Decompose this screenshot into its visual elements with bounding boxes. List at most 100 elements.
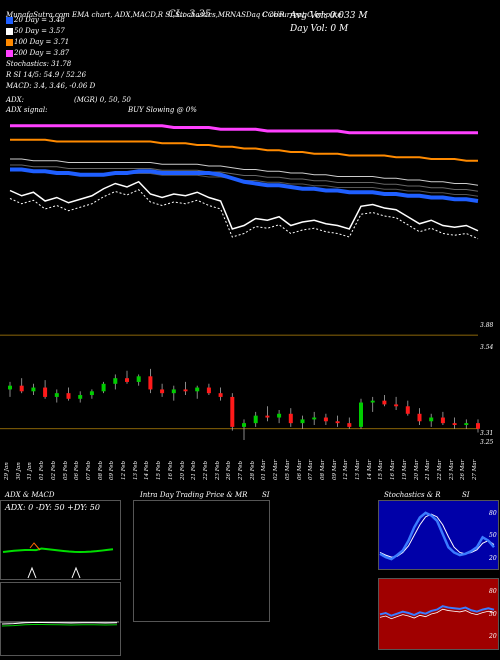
- close-price: CL: 3.35: [168, 9, 212, 20]
- stoch-k-line: [379, 511, 495, 561]
- candle-body: [440, 417, 445, 424]
- candle-body: [277, 413, 282, 418]
- candle-body: [54, 393, 59, 397]
- adx-panel: [0, 500, 121, 580]
- candle-body: [429, 417, 434, 422]
- candle-body: [43, 387, 48, 397]
- candle-body: [125, 378, 129, 382]
- candle-body: [101, 383, 106, 392]
- candle-body: [230, 396, 235, 427]
- legend-ema50: 50 Day = 3.57: [14, 27, 65, 35]
- macd-value: MACD: 3.4, 3.46, -0.06 D: [6, 82, 96, 90]
- macd-line: [1, 621, 118, 625]
- candle-body: [113, 378, 118, 384]
- ema50-line: [10, 158, 479, 186]
- candle-body: [312, 417, 317, 420]
- candle-body: [136, 376, 141, 382]
- rsi-tick-50: 50: [489, 611, 497, 618]
- stoch-title: Stochastics & R: [384, 491, 441, 499]
- price-label-mid: 3.54: [480, 344, 494, 351]
- candle-body: [242, 423, 246, 427]
- candle-body: [265, 415, 270, 418]
- candle-body: [148, 376, 153, 390]
- close-price-dotted-line: [9, 189, 479, 240]
- header-line: MunafaSutra.com EMA chart, ADX,MACD,R SI…: [6, 11, 231, 19]
- price-label-bottom: 3.31: [480, 430, 494, 437]
- candle-body: [19, 385, 24, 392]
- candle-body: [405, 406, 410, 414]
- legend-ema20: 20 Day = 3.48: [14, 16, 65, 24]
- adx-minus-line: [29, 542, 41, 551]
- candle-body: [218, 393, 223, 397]
- ema20-line: [10, 167, 479, 203]
- candle-body: [476, 423, 480, 429]
- candle-body: [183, 389, 188, 392]
- adx-spike: [71, 566, 81, 579]
- legend-swatch-200: [6, 50, 13, 57]
- ema-band-line: [10, 164, 479, 192]
- candle-body: [335, 421, 340, 424]
- candle-body: [417, 413, 422, 422]
- candle-body: [394, 404, 399, 407]
- candle-body: [31, 387, 36, 392]
- adx-signal-label: ADX signal:: [6, 106, 48, 114]
- ema100-line: [10, 138, 478, 162]
- candle-body: [300, 419, 305, 424]
- rsi-tick-80: 80: [489, 588, 497, 595]
- legend-swatch-20: [6, 17, 13, 24]
- price-chart: [0, 124, 480, 440]
- candle-body: [253, 415, 258, 424]
- adx-spike: [27, 566, 37, 579]
- candle-body: [347, 423, 352, 427]
- legend-ema200: 200 Day = 3.87: [14, 49, 70, 57]
- legend-swatch-100: [6, 39, 13, 46]
- candle-body: [78, 395, 83, 399]
- candle-body: [195, 387, 200, 392]
- adx-label: ADX:: [6, 96, 25, 104]
- intraday-title: Intra Day Trading Price & MR: [140, 491, 248, 499]
- candle-body: [323, 417, 328, 422]
- candle-body: [8, 385, 12, 390]
- candle-body: [171, 389, 176, 394]
- rsi-tick-20: 20: [489, 633, 497, 640]
- stoch-tick-20: 20: [489, 555, 497, 562]
- stoch-tick-80: 80: [489, 510, 497, 517]
- adx-macd-title: ADX & MACD: [5, 491, 55, 499]
- mgr-value: (MGR) 0, 50, 50: [74, 96, 131, 104]
- macd-signal-line: [1, 623, 118, 627]
- candle-body: [206, 387, 211, 394]
- company-name: C oncurrent C ompute: [262, 11, 342, 19]
- price-label-top: 3.88: [480, 322, 494, 329]
- stochastics-panel: [378, 500, 499, 570]
- adx-plus-line: [2, 547, 114, 553]
- intraday-panel: [133, 500, 270, 622]
- legend-swatch-50: [6, 28, 13, 35]
- candle-body: [464, 423, 469, 426]
- candle-body: [370, 400, 375, 403]
- rsi-value: R SI 14/5: 54.9 / 52.26: [6, 71, 87, 79]
- candle-body: [359, 402, 363, 427]
- rsi-line: [379, 605, 495, 617]
- legend-ema100: 100 Day = 3.71: [14, 38, 70, 46]
- intraday-si: SI: [262, 491, 270, 499]
- stoch-tick-50: 50: [489, 532, 497, 539]
- stoch-si: SI: [462, 491, 470, 499]
- rsi-smooth-line: [379, 608, 495, 620]
- day-volume: Day Vol: 0 M: [290, 24, 349, 34]
- ticker: NASDaq CCUR: [230, 11, 285, 19]
- candle-body: [160, 389, 165, 394]
- macd-panel: [0, 582, 121, 656]
- avg-volume: Avg Vol: 0.033 M: [290, 11, 368, 21]
- buy-signal: BUY Slowing @ 0%: [128, 106, 197, 114]
- candle-body: [66, 393, 71, 399]
- close-price-line: [9, 180, 479, 232]
- candle-body: [452, 423, 457, 426]
- stochastics-value: Stochastics: 31.78: [6, 60, 72, 68]
- price-label-bottom2: 3.25: [480, 439, 494, 446]
- adx-values: ADX: 0 -DY: 50 +DY: 50: [5, 503, 100, 512]
- ema200-line: [10, 124, 478, 135]
- candle-body: [89, 391, 94, 396]
- candle-body: [382, 400, 387, 405]
- candle-body: [288, 413, 293, 424]
